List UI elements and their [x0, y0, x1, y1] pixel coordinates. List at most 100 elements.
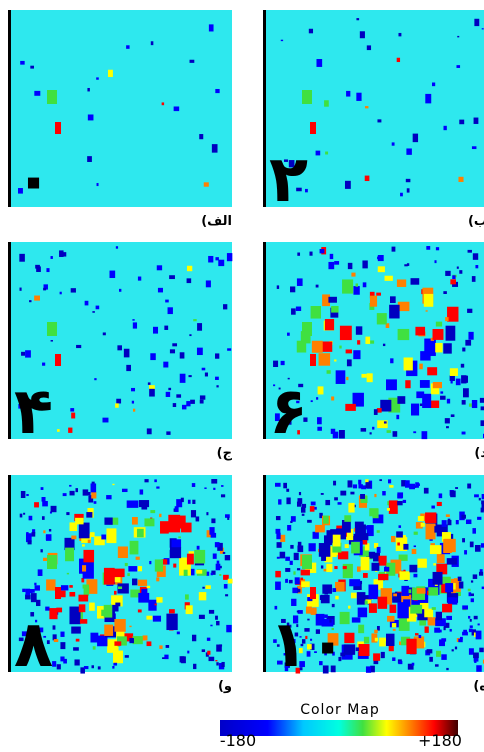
- speckle: [358, 484, 363, 489]
- speckle: [297, 588, 301, 593]
- panel-numeral: ۱۰: [269, 608, 347, 682]
- speckle: [465, 519, 472, 525]
- speckle: [425, 512, 437, 524]
- speckle: [449, 368, 458, 376]
- speckle: [407, 663, 414, 670]
- speckle: [102, 332, 106, 336]
- speckle: [406, 638, 417, 655]
- speckle: [339, 345, 342, 349]
- speckle: [278, 499, 282, 505]
- speckle: [162, 657, 165, 660]
- speckle: [307, 597, 313, 602]
- speckle: [186, 265, 193, 272]
- speckle: [450, 380, 453, 384]
- speckle: [97, 635, 108, 647]
- speckle: [152, 326, 159, 334]
- speckle: [371, 562, 380, 571]
- speckle: [136, 528, 144, 538]
- speckle: [212, 553, 217, 559]
- speckle: [441, 532, 451, 542]
- speckle: [358, 479, 362, 485]
- speckle: [334, 497, 338, 501]
- speckle: [126, 500, 139, 508]
- speckle: [46, 268, 50, 273]
- speckle: [210, 532, 217, 538]
- speckle: [289, 560, 293, 565]
- speckle: [18, 403, 24, 409]
- speckle: [35, 264, 40, 269]
- speckle: [89, 602, 95, 611]
- speckle: [398, 554, 408, 561]
- speckle: [443, 291, 447, 294]
- speckle: [365, 336, 371, 344]
- speckle: [209, 527, 215, 535]
- speckle: [309, 506, 315, 512]
- speckle: [413, 573, 418, 578]
- speckle: [31, 531, 36, 537]
- speckle: [40, 487, 44, 490]
- speckle: [321, 618, 334, 627]
- speckle: [154, 559, 163, 572]
- speckle: [355, 326, 363, 335]
- speckle: [32, 529, 36, 534]
- speckle: [317, 386, 324, 395]
- speckle: [378, 555, 387, 566]
- speckle: [85, 491, 91, 496]
- speckle: [287, 646, 290, 649]
- speckle: [366, 551, 376, 559]
- speckle: [36, 266, 41, 272]
- speckle: [398, 525, 402, 528]
- speckle: [301, 513, 305, 516]
- marker: [302, 90, 312, 104]
- panel-label: (و: [218, 679, 232, 694]
- speckle: [357, 340, 361, 345]
- speckle: [393, 593, 397, 597]
- speckle: [280, 534, 286, 542]
- speckle: [25, 533, 32, 543]
- speckle: [193, 663, 197, 670]
- panel: ۸ (و: [8, 475, 233, 694]
- speckle: [436, 650, 442, 657]
- speckle: [412, 587, 421, 601]
- speckle: [347, 480, 353, 488]
- speckle: [422, 393, 432, 409]
- speckle: [471, 399, 478, 409]
- speckle: [276, 542, 282, 548]
- speckle: [188, 375, 192, 378]
- speckle: [397, 602, 409, 619]
- speckle: [319, 512, 323, 519]
- speckle: [31, 629, 36, 635]
- speckle: [167, 307, 173, 315]
- speckle: [280, 360, 285, 366]
- speckle: [142, 635, 148, 641]
- speckle: [481, 28, 484, 30]
- speckle: [149, 388, 155, 397]
- speckle: [178, 536, 181, 539]
- panel-numeral: ۶: [269, 375, 308, 449]
- speckle: [338, 430, 345, 439]
- speckle: [391, 535, 396, 543]
- speckle: [35, 619, 38, 623]
- speckle: [87, 87, 90, 92]
- speckle: [467, 308, 473, 313]
- speckle: [405, 178, 411, 183]
- speckle: [78, 604, 86, 613]
- speckle: [411, 403, 420, 416]
- speckle: [392, 592, 402, 603]
- speckle: [360, 428, 367, 432]
- speckle: [459, 636, 463, 640]
- speckle: [341, 520, 351, 533]
- speckle: [401, 585, 410, 596]
- speckle: [34, 630, 39, 637]
- speckle: [351, 541, 360, 554]
- speckle: [174, 506, 179, 512]
- speckle: [344, 180, 351, 189]
- speckle: [365, 482, 371, 489]
- speckle: [174, 515, 186, 529]
- speckle: [146, 641, 152, 647]
- speckle: [126, 45, 130, 49]
- speckle: [342, 563, 353, 579]
- speckle: [215, 376, 219, 380]
- speckle: [405, 480, 410, 488]
- speckle: [124, 562, 128, 567]
